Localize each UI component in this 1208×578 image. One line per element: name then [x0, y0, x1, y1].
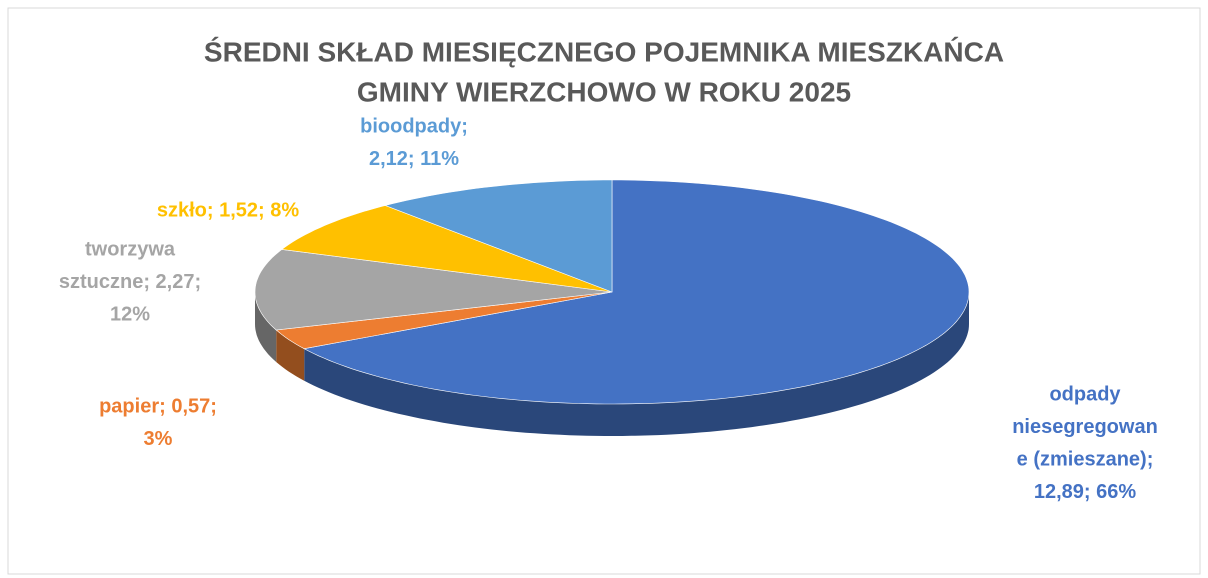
data-label: papier; 0,57;	[99, 395, 217, 417]
data-label: bioodpady;	[360, 115, 468, 137]
data-label: 3%	[144, 428, 173, 450]
data-label: niesegregowan	[1012, 416, 1158, 438]
chart-title: GMINY WIERZCHOWO W ROKU 2025	[357, 76, 851, 107]
data-label: e (zmieszane);	[1017, 448, 1154, 470]
slice	[275, 291, 613, 350]
data-label: sztuczne; 2,27;	[59, 271, 201, 293]
slice	[254, 249, 613, 331]
data-label: 12%	[110, 303, 150, 325]
data-label: szkło; 1,52; 8%	[157, 199, 300, 221]
slice-side	[255, 292, 277, 362]
chart-title: ŚREDNI SKŁAD MIESIĘCZNEGO POJEMNIKA MIES…	[204, 36, 1004, 67]
slice-side	[304, 292, 969, 436]
slice	[303, 179, 970, 405]
data-label: tworzywa	[85, 238, 176, 260]
data-label: 12,89; 66%	[1034, 481, 1137, 503]
slice-side	[276, 330, 305, 381]
data-label: odpady	[1049, 383, 1121, 405]
slice	[281, 205, 613, 293]
slice	[384, 179, 613, 293]
data-label: 2,12; 11%	[369, 148, 459, 170]
